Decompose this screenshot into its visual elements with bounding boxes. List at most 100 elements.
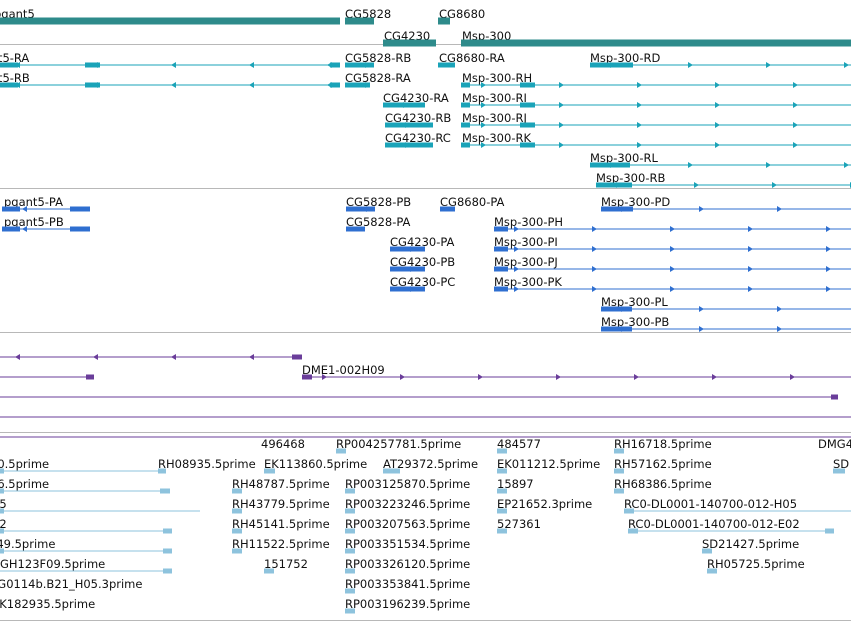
feature-tx-pgant5-rb[interactable]: pgant5-RB xyxy=(0,71,340,88)
feature-label: 496468 xyxy=(261,437,305,451)
feature-label: RP003223246.5prime xyxy=(345,497,470,511)
exon-block xyxy=(497,528,507,534)
feature-tx-cg4230-rc[interactable]: CG4230-RC xyxy=(385,131,451,148)
feature-label: RH16718.5prime xyxy=(614,437,712,451)
feature-est-rh68386[interactable]: RH68386.5prime xyxy=(614,477,712,494)
feature-label: RC0-DL0001-140700-012-E02 xyxy=(628,517,800,531)
feature-est-rp004257781[interactable]: RP004257781.5prime xyxy=(336,437,461,454)
feature-est-rp003207563[interactable]: RP003207563.5prime xyxy=(345,517,470,534)
feature-pr-pgant5-pa[interactable]: pgant5-PA xyxy=(2,195,90,212)
feature-tx-msp300-rb[interactable]: Msp-300-RB xyxy=(596,171,851,188)
feature-est-ek182935[interactable]: EK182935.5prime xyxy=(0,597,95,611)
feature-tx-cg5828-rb[interactable]: CG5828-RB xyxy=(345,51,411,68)
feature-cd-1[interactable] xyxy=(0,354,302,360)
feature-est-sd[interactable]: SD xyxy=(833,457,849,474)
feature-label: EP21652.3prime xyxy=(497,497,592,511)
feature-est-dmg4[interactable]: DMG4 xyxy=(818,437,851,451)
feature-est-rc0-h05[interactable]: RC0-DL0001-140700-012-H05 xyxy=(624,497,851,514)
feature-est-rh11522[interactable]: RH11522.5prime xyxy=(232,537,330,554)
feature-est-ep21652[interactable]: EP21652.3prime xyxy=(497,497,592,514)
feature-est-rp003353841[interactable]: RP003353841.5prime xyxy=(345,577,470,594)
feature-est-rh16718[interactable]: RH16718.5prime xyxy=(614,437,712,454)
feature-est-549-5prime[interactable]: 549.5prime xyxy=(0,537,172,554)
feature-pr-msp300-pk[interactable]: Msp-300-PK xyxy=(494,275,851,292)
feature-est-ek011212[interactable]: EK011212.5prime xyxy=(497,457,600,474)
exon-block xyxy=(390,246,425,252)
feature-est-rp003351534[interactable]: RP003351534.5prime xyxy=(345,537,470,554)
exon-block xyxy=(85,82,100,88)
feature-gene-cg4230[interactable]: CG4230 xyxy=(383,29,436,47)
feature-est-151752[interactable]: 151752 xyxy=(264,557,308,574)
feature-est-rp003125870[interactable]: RP003125870.5prime xyxy=(345,477,470,494)
feature-pr-msp300-pi[interactable]: Msp-300-PI xyxy=(494,235,851,252)
feature-est-rh45141[interactable]: RH45141.5prime xyxy=(232,517,330,534)
exon-block xyxy=(0,548,4,554)
feature-est-66-5prime[interactable]: 66.5prime xyxy=(0,477,170,494)
feature-pr-cg4230-pa[interactable]: CG4230-PA xyxy=(390,235,455,252)
feature-label: pgant5-RB xyxy=(0,71,30,85)
exon-block xyxy=(346,226,365,232)
feature-pr-msp300-pb[interactable]: Msp-300-PB xyxy=(601,315,851,332)
exon-block xyxy=(0,508,4,514)
feature-est-sg0114b[interactable]: SG0114b.B21_H05.3prime xyxy=(0,577,142,591)
feature-tx-pgant5-ra[interactable]: pgant5-RA xyxy=(0,51,340,68)
feature-tx-cg5828-ra[interactable]: CG5828-RA xyxy=(345,71,411,88)
feature-est-rp003196239[interactable]: RP003196239.5prime xyxy=(345,597,470,614)
feature-label: CG4230-RA xyxy=(383,91,449,105)
feature-est-484577[interactable]: 484577 xyxy=(497,437,541,454)
feature-tx-msp300-rl[interactable]: Msp-300-RL xyxy=(590,151,851,168)
feature-pr-msp300-pj[interactable]: Msp-300-PJ xyxy=(494,255,851,272)
feature-label: CG5828-RA xyxy=(345,71,411,85)
feature-est-rh05725[interactable]: RH05725.5prime xyxy=(707,557,805,574)
feature-pr-cg4230-pb[interactable]: CG4230-PB xyxy=(390,255,455,272)
feature-pr-cg4230-pc[interactable]: CG4230-PC xyxy=(390,275,455,292)
feature-est-30-5prime[interactable]: 30.5prime xyxy=(0,457,166,474)
feature-est-rp003223246[interactable]: RP003223246.5prime xyxy=(345,497,470,514)
feature-gene-cg5828[interactable]: CG5828 xyxy=(345,7,391,25)
feature-tx-cg4230-rb[interactable]: CG4230-RB xyxy=(385,111,451,128)
feature-est-32[interactable]: 32 xyxy=(0,517,172,534)
feature-gene-cg8680[interactable]: CG8680 xyxy=(438,7,485,25)
feature-est-rh08935[interactable]: RH08935.5prime xyxy=(158,457,256,471)
feature-pr-msp300-pd[interactable]: Msp-300-PD xyxy=(601,195,851,212)
feature-label: RH43779.5prime xyxy=(232,497,330,511)
exon-block xyxy=(163,548,172,554)
feature-tx-msp300-rj[interactable]: Msp-300-RJ xyxy=(461,111,851,128)
feature-cd-2[interactable]: DME1-002H09 xyxy=(302,363,851,380)
exon-block xyxy=(345,488,355,494)
feature-est-rc0-e02[interactable]: RC0-DL0001-140700-012-E02 xyxy=(628,517,834,534)
feature-est-35[interactable]: 35 xyxy=(0,497,200,514)
feature-est-gh123f09[interactable]: GH123F09.5prime xyxy=(0,557,172,574)
exon-block xyxy=(628,528,638,534)
feature-est-496468[interactable]: 496468 xyxy=(261,437,305,451)
feature-est-527361[interactable]: 527361 xyxy=(497,517,541,534)
exon-block xyxy=(70,206,90,212)
feature-pr-cg8680-pa[interactable]: CG8680-PA xyxy=(440,195,505,212)
feature-cd-4[interactable] xyxy=(0,394,838,400)
feature-pr-msp300-pl[interactable]: Msp-300-PL xyxy=(601,295,851,312)
feature-est-rh43779[interactable]: RH43779.5prime xyxy=(232,497,330,514)
feature-tx-msp300-ri[interactable]: Msp-300-RI xyxy=(461,91,851,108)
feature-tx-msp300-rd[interactable]: Msp-300-RD xyxy=(590,51,851,68)
feature-tx-cg4230-ra[interactable]: CG4230-RA xyxy=(383,91,449,108)
feature-gene-msp300[interactable]: Msp-300 xyxy=(461,29,851,47)
feature-pr-msp300-ph[interactable]: Msp-300-PH xyxy=(494,215,851,232)
feature-gene-pgant5[interactable]: pgant5 xyxy=(0,7,340,25)
feature-tx-msp300-rh[interactable]: Msp-300-RH xyxy=(461,71,851,88)
feature-est-at29372[interactable]: AT29372.5prime xyxy=(383,457,478,474)
feature-est-rh57162[interactable]: RH57162.5prime xyxy=(614,457,712,474)
exon-block xyxy=(497,448,507,454)
feature-est-ek113860[interactable]: EK113860.5prime xyxy=(264,457,367,474)
feature-est-rh48787[interactable]: RH48787.5prime xyxy=(232,477,330,494)
strand-arrow xyxy=(249,82,254,88)
feature-est-sd21427[interactable]: SD21427.5prime xyxy=(702,537,799,554)
feature-pr-cg5828-pa[interactable]: CG5828-PA xyxy=(346,215,411,232)
feature-est-rp003326120[interactable]: RP003326120.5prime xyxy=(345,557,470,574)
feature-cd-3[interactable] xyxy=(0,374,94,380)
feature-label: RH11522.5prime xyxy=(232,537,330,551)
feature-pr-cg5828-pb[interactable]: CG5828-PB xyxy=(346,195,411,212)
feature-tx-msp300-rk[interactable]: Msp-300-RK xyxy=(461,131,851,148)
feature-est-15897[interactable]: 15897 xyxy=(497,477,534,494)
feature-pr-pgant5-pb[interactable]: pgant5-PB xyxy=(2,215,90,232)
feature-tx-cg8680-ra[interactable]: CG8680-RA xyxy=(438,51,505,68)
